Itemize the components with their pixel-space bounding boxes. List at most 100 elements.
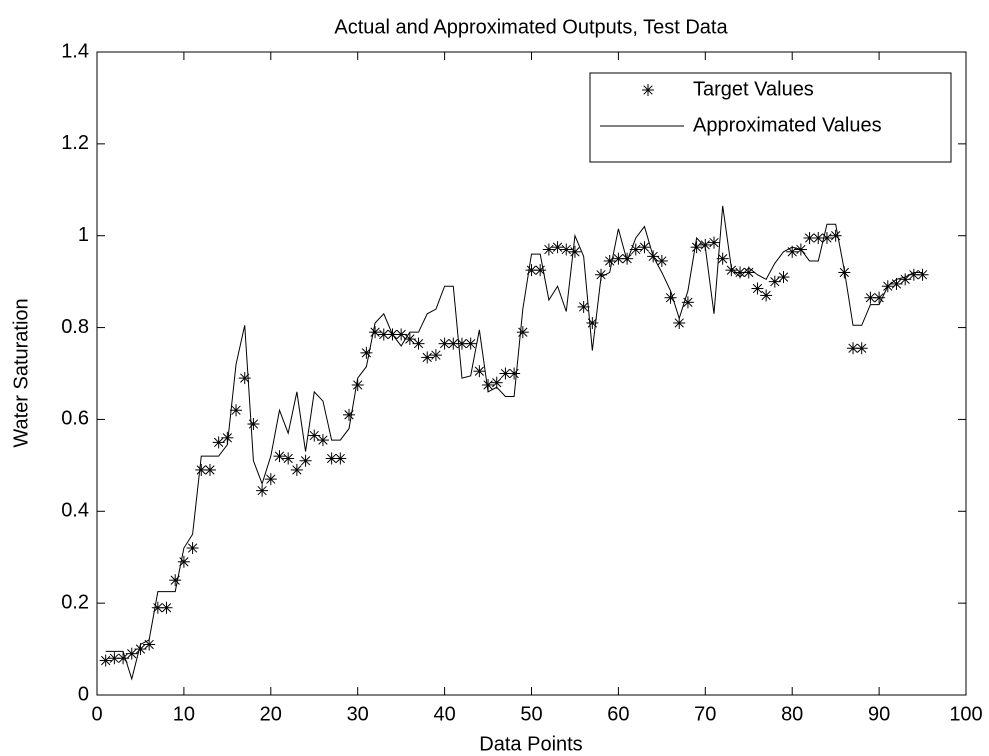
- star-stroke: [561, 244, 571, 255]
- target-marker: [177, 555, 190, 568]
- star-stroke: [109, 653, 120, 663]
- star-stroke: [726, 265, 737, 275]
- star-stroke: [353, 380, 363, 390]
- target-marker: [316, 434, 329, 447]
- target-marker: [638, 241, 651, 254]
- star-stroke: [500, 368, 511, 379]
- star-stroke: [231, 405, 241, 415]
- legend-label: Approximated Values: [693, 114, 882, 136]
- star-stroke: [909, 270, 919, 280]
- legend-marker: [642, 84, 654, 96]
- star-stroke: [118, 653, 128, 663]
- target-marker: [803, 232, 816, 245]
- y-tick-label: 0.6: [61, 408, 89, 430]
- star-stroke: [643, 85, 653, 95]
- target-marker: [395, 328, 408, 341]
- target-marker: [655, 254, 668, 267]
- y-tick-label: 0.4: [61, 500, 89, 522]
- star-stroke: [639, 242, 650, 252]
- target-marker: [290, 463, 303, 476]
- target-marker: [847, 342, 860, 355]
- target-marker: [117, 652, 130, 665]
- target-marker: [690, 241, 703, 254]
- star-stroke: [848, 343, 858, 353]
- target-marker: [707, 236, 720, 249]
- star-stroke: [483, 380, 493, 390]
- star-stroke: [865, 293, 876, 303]
- y-tick-label: 0.8: [61, 316, 89, 338]
- star-stroke: [396, 329, 406, 340]
- star-stroke: [657, 256, 667, 266]
- y-tick-label: 1.4: [61, 40, 89, 62]
- y-axis-label: Water Saturation: [10, 298, 32, 447]
- target-marker: [186, 542, 199, 555]
- target-marker: [421, 351, 434, 364]
- star-stroke: [900, 274, 910, 284]
- x-tick-label: 10: [173, 703, 195, 725]
- star-stroke: [474, 366, 485, 376]
- star-stroke: [813, 233, 823, 243]
- star-stroke: [917, 270, 928, 280]
- star-stroke: [413, 338, 424, 349]
- star-stroke: [144, 639, 154, 650]
- target-marker: [516, 326, 529, 339]
- star-stroke: [335, 453, 345, 464]
- target-marker: [664, 291, 677, 304]
- target-marker: [482, 378, 495, 391]
- target-marker: [160, 601, 173, 614]
- x-tick-label: 20: [260, 703, 282, 725]
- star-stroke: [578, 302, 589, 312]
- star-stroke: [153, 603, 163, 613]
- star-stroke: [761, 290, 771, 301]
- star-stroke: [422, 352, 432, 363]
- star-stroke: [326, 453, 337, 464]
- star-stroke: [257, 485, 267, 496]
- star-stroke: [309, 430, 319, 441]
- target-marker: [829, 229, 842, 242]
- x-tick-label: 30: [347, 703, 369, 725]
- star-stroke: [292, 465, 302, 475]
- x-axis-label: Data Points: [479, 733, 582, 755]
- target-marker: [577, 300, 590, 313]
- star-stroke: [718, 254, 728, 264]
- target-marker: [751, 282, 764, 295]
- star-stroke: [101, 655, 111, 666]
- y-tick-label: 0.2: [61, 591, 89, 613]
- x-tick-label: 80: [781, 703, 803, 725]
- target-marker: [264, 473, 277, 486]
- star-stroke: [830, 231, 841, 241]
- star-stroke: [187, 543, 198, 553]
- target-marker: [681, 296, 694, 309]
- star-stroke: [283, 453, 293, 464]
- y-tick-label: 1.2: [61, 132, 89, 154]
- x-tick-label: 0: [91, 703, 102, 725]
- target-marker: [621, 252, 634, 265]
- target-marker: [464, 337, 477, 350]
- target-marker: [360, 346, 373, 359]
- x-tick-label: 40: [433, 703, 455, 725]
- target-marker: [768, 275, 781, 288]
- star-stroke: [891, 279, 902, 289]
- star-stroke: [587, 318, 597, 328]
- star-stroke: [804, 233, 815, 243]
- target-marker: [273, 450, 286, 463]
- star-stroke: [431, 350, 441, 360]
- star-stroke: [205, 465, 215, 475]
- star-stroke: [405, 334, 415, 344]
- target-marker: [899, 273, 912, 286]
- star-stroke: [439, 338, 450, 349]
- target-marker: [369, 326, 382, 339]
- target-marker: [551, 241, 564, 254]
- star-stroke: [318, 435, 328, 445]
- star-stroke: [752, 283, 763, 294]
- star-stroke: [379, 329, 389, 340]
- target-marker: [230, 404, 243, 417]
- star-stroke: [570, 247, 580, 257]
- target-marker: [760, 289, 773, 302]
- star-stroke: [665, 293, 676, 303]
- target-marker: [568, 245, 581, 258]
- star-stroke: [857, 343, 867, 353]
- target-marker: [916, 268, 929, 281]
- target-marker: [343, 408, 356, 421]
- star-stroke: [596, 270, 606, 280]
